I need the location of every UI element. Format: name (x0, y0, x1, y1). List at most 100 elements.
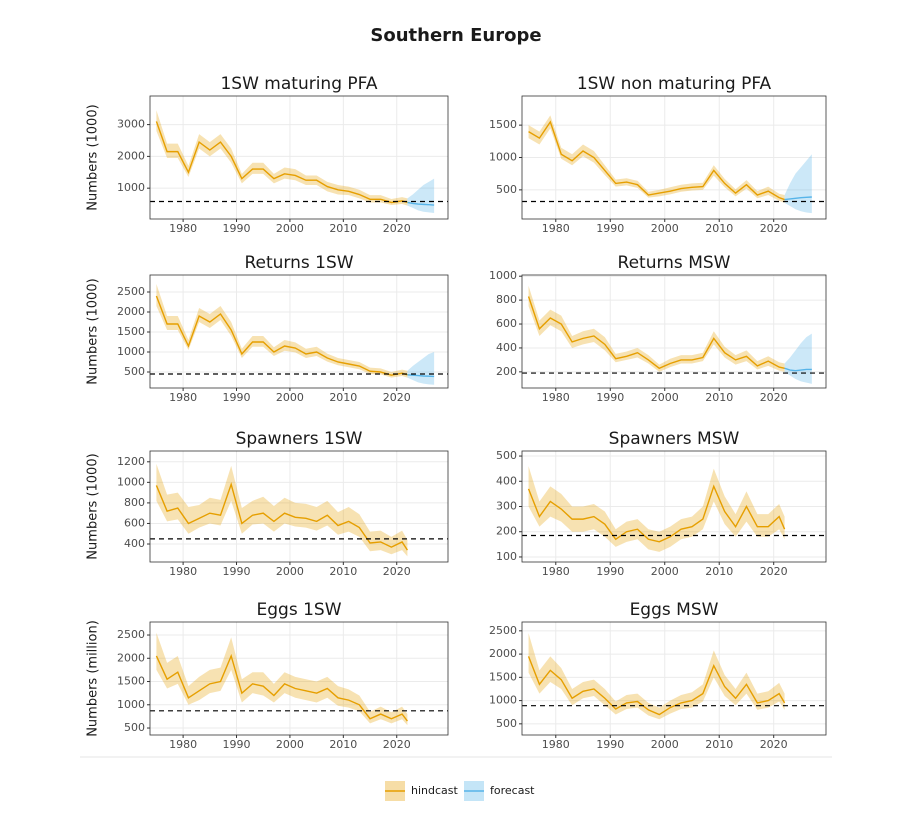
x-tick-label: 2020 (760, 391, 788, 404)
y-tick-label: 2000 (117, 651, 145, 664)
x-tick-label: 1990 (596, 565, 624, 578)
plot-area (522, 275, 826, 388)
x-tick-label: 2010 (705, 222, 733, 235)
y-tick-label: 2500 (117, 285, 145, 298)
median-line (527, 296, 785, 370)
x-tick-label: 2000 (276, 565, 304, 578)
panel-title: Eggs MSW (630, 600, 719, 620)
panel-title: Spawners MSW (609, 429, 740, 449)
y-tick-label: 800 (124, 496, 145, 509)
median-line (528, 120, 785, 201)
y-tick-label: 2000 (117, 149, 145, 162)
x-tick-label: 1980 (169, 565, 197, 578)
x-tick-label: 1980 (542, 565, 570, 578)
x-tick-label: 1990 (223, 222, 251, 235)
plot-border (149, 621, 449, 736)
x-tick-label: 2020 (383, 565, 411, 578)
legend-label: forecast (490, 784, 535, 797)
plot-area (150, 96, 448, 219)
median-line (527, 656, 786, 716)
plot-border (521, 621, 827, 736)
x-tick-label: 2010 (329, 222, 357, 235)
y-tick-label: 1500 (489, 670, 517, 683)
plot-border (521, 95, 827, 220)
y-tick-label: 400 (124, 537, 145, 550)
x-tick-label: 1980 (169, 391, 197, 404)
x-tick-label: 2020 (383, 738, 411, 751)
uncertainty-band (528, 285, 785, 372)
y-tick-label: 3000 (117, 118, 145, 131)
panel-title: 1SW maturing PFA (220, 74, 377, 94)
median-line (784, 367, 812, 372)
uncertainty-band (156, 463, 408, 557)
panel-title: 1SW non maturing PFA (577, 74, 772, 94)
x-tick-label: 2000 (651, 738, 679, 751)
y-tick-label: 2500 (117, 628, 145, 641)
x-tick-label: 2020 (383, 222, 411, 235)
y-tick-label: 600 (496, 317, 517, 330)
uncertainty-band (156, 110, 408, 206)
x-tick-label: 2020 (760, 222, 788, 235)
x-tick-label: 2010 (705, 565, 733, 578)
x-tick-label: 2000 (276, 222, 304, 235)
x-tick-label: 1980 (169, 738, 197, 751)
x-tick-label: 2010 (705, 738, 733, 751)
y-axis-label: Numbers (1000) (86, 104, 101, 210)
plot-border (149, 274, 449, 389)
y-axis-label: Numbers (1000) (86, 453, 101, 559)
panel-title: Spawners 1SW (236, 429, 363, 449)
median-line (155, 295, 408, 376)
x-tick-label: 2000 (651, 565, 679, 578)
y-axis-label: Numbers (million) (86, 620, 101, 737)
y-tick-label: 400 (496, 474, 517, 487)
x-tick-label: 1990 (223, 565, 251, 578)
median-line (155, 121, 408, 204)
x-tick-label: 2010 (329, 391, 357, 404)
panel-title: Returns MSW (618, 253, 731, 273)
y-tick-label: 1000 (489, 694, 517, 707)
figure-title: Southern Europe (370, 25, 541, 46)
legend-label: hindcast (411, 784, 459, 797)
plot-area (522, 622, 826, 735)
y-tick-label: 500 (124, 365, 145, 378)
x-tick-label: 2020 (383, 391, 411, 404)
y-tick-label: 400 (496, 341, 517, 354)
y-axis-label: Numbers (1000) (86, 278, 101, 384)
y-tick-label: 600 (124, 516, 145, 529)
panel-title: Returns 1SW (244, 253, 353, 273)
x-tick-label: 1990 (596, 738, 624, 751)
y-tick-label: 200 (496, 365, 517, 378)
x-tick-label: 2000 (651, 391, 679, 404)
y-tick-label: 800 (496, 293, 517, 306)
y-tick-label: 2500 (489, 624, 517, 637)
x-tick-label: 2010 (329, 565, 357, 578)
y-tick-label: 1000 (117, 475, 145, 488)
y-tick-label: 200 (496, 525, 517, 538)
y-tick-label: 1000 (117, 698, 145, 711)
y-tick-label: 1000 (489, 151, 517, 164)
y-tick-label: 1000 (489, 269, 517, 282)
x-tick-label: 2010 (705, 391, 733, 404)
y-tick-label: 2000 (489, 647, 517, 660)
x-tick-label: 1990 (223, 738, 251, 751)
x-tick-label: 1980 (169, 222, 197, 235)
plot-border (149, 450, 449, 563)
y-tick-label: 1000 (117, 345, 145, 358)
median-line (155, 482, 408, 551)
uncertainty-band (784, 333, 812, 384)
y-tick-label: 1500 (117, 325, 145, 338)
uncertainty-band (528, 115, 785, 203)
plot-border (149, 95, 449, 220)
uncertainty-band (156, 632, 408, 726)
x-tick-label: 1980 (542, 391, 570, 404)
median-line (784, 196, 812, 201)
y-tick-label: 500 (496, 449, 517, 462)
x-tick-label: 1990 (596, 391, 624, 404)
y-tick-label: 100 (496, 550, 517, 563)
x-tick-label: 2020 (760, 738, 788, 751)
y-tick-label: 500 (124, 721, 145, 734)
y-tick-label: 1500 (117, 675, 145, 688)
y-tick-label: 500 (496, 717, 517, 730)
uncertainty-band (528, 466, 785, 552)
